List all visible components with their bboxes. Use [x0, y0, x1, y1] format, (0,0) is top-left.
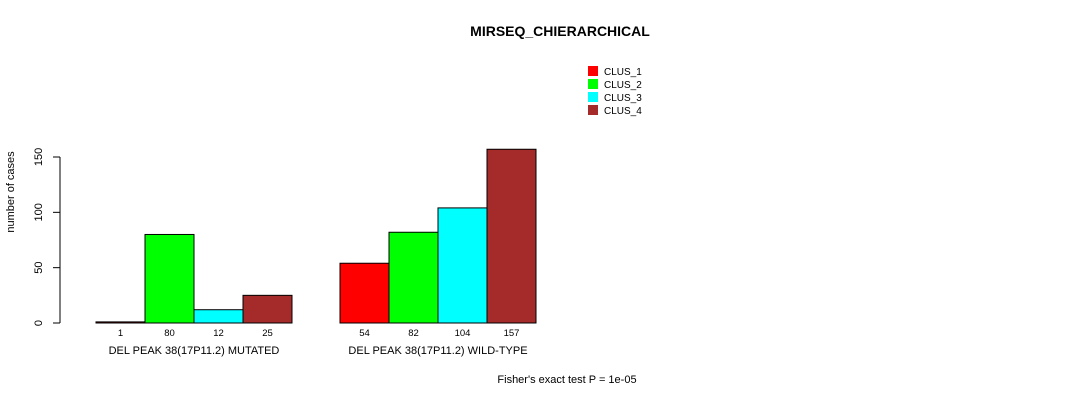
bar-count-label: 157 — [504, 328, 520, 339]
legend-swatch — [588, 66, 598, 76]
bar-count-label: 1 — [118, 328, 123, 339]
bar-count-label: 82 — [408, 328, 419, 339]
y-axis-label: number of cases — [5, 151, 17, 233]
bar-clus-2 — [388, 231, 439, 324]
legend-label: CLUS_4 — [604, 106, 642, 117]
bar-clus-3 — [193, 309, 244, 324]
bar-count-label: 54 — [359, 328, 370, 339]
bar-clus-4 — [242, 294, 293, 324]
bar-count-label: 104 — [455, 328, 471, 339]
legend: CLUS_1 CLUS_2 CLUS_3 CLUS_4 — [588, 66, 642, 117]
bar-count-label: 12 — [213, 328, 224, 339]
group-label: DEL PEAK 38(17P11.2) MUTATED — [109, 345, 280, 357]
legend-label: CLUS_3 — [604, 93, 642, 104]
group-label: DEL PEAK 38(17P11.2) WILD-TYPE — [348, 345, 527, 357]
footnote: Fisher's exact test P = 1e-05 — [497, 374, 636, 386]
y-tick-label: 100 — [33, 203, 45, 221]
legend-swatch — [588, 92, 598, 102]
legend-swatch — [588, 105, 598, 115]
count-labels: 1 80 12 25 54 82 104 157 — [118, 328, 520, 339]
bar-clus-3 — [437, 207, 488, 324]
bars — [95, 148, 537, 324]
bar-clus-2 — [144, 233, 195, 324]
bar-clus-4 — [486, 148, 537, 324]
group-labels: DEL PEAK 38(17P11.2) MUTATED DEL PEAK 38(… — [109, 345, 528, 357]
bar-clus-1 — [95, 321, 146, 324]
y-axis: 0 50 100 150 — [33, 148, 61, 326]
bar-count-label: 80 — [164, 328, 175, 339]
y-tick-label: 50 — [33, 262, 45, 274]
y-tick-label: 150 — [33, 148, 45, 166]
bar-count-label: 25 — [262, 328, 273, 339]
legend-label: CLUS_2 — [604, 80, 642, 91]
bar-clus-1 — [339, 262, 390, 324]
y-tick-label: 0 — [33, 320, 45, 326]
legend-label: CLUS_1 — [604, 67, 642, 78]
chart-title: MIRSEQ_CHIERARCHICAL — [470, 23, 650, 39]
legend-swatch — [588, 79, 598, 89]
